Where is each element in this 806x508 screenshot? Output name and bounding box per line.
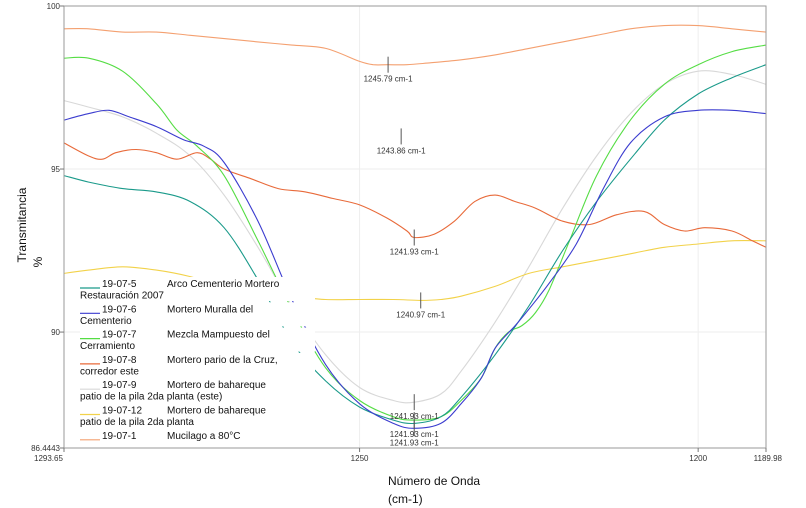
- legend-name-19-07-5: 19-07-5: [102, 279, 137, 290]
- legend-bg: [80, 428, 315, 441]
- peak-label: 1245.79 cm-1: [364, 75, 413, 84]
- y-axis-title: Transmitancia: [15, 187, 29, 262]
- legend-desc-19-07-7: Mezcla Mampuesto del: [167, 330, 270, 341]
- legend-desc-19-07-6: Mortero Muralla del: [167, 304, 253, 315]
- legend-desc2-19-07-8: corredor este: [80, 366, 139, 377]
- peak-label: 1240.97 cm-1: [396, 310, 445, 319]
- y-tick-label: 86.4443: [31, 444, 60, 453]
- axis-ticks: 1293.65 1250 1200 1189.98 100 95 90 86.4443: [31, 2, 782, 463]
- legend-name-19-07-6: 19-07-6: [102, 304, 137, 315]
- peak-label: 1243.86 cm-1: [377, 146, 426, 155]
- x-tick-label: 1189.98: [754, 454, 783, 463]
- legend-name-19-07-1: 19-07-1: [102, 431, 137, 442]
- peak-annotations: 1245.79 cm-1 1243.86 cm-1 1241.93 cm-1 1240…: [364, 56, 446, 447]
- legend: 19-07-5 Arco Cementerio MorteroRestauraci…: [80, 277, 315, 442]
- legend-desc-19-07-5: Arco Cementerio Mortero: [167, 279, 280, 290]
- y-axis-unit: %: [31, 256, 45, 267]
- legend-desc-19-07-1: Mucilago a 80°C: [167, 431, 240, 442]
- x-axis-label: Número de Onda (cm-1): [376, 464, 510, 508]
- y-tick-label: 100: [47, 2, 61, 11]
- legend-name-19-07-9: 19-07-9: [102, 380, 137, 391]
- plot-border: [63, 5, 767, 449]
- legend-desc2-19-07-9: patio de la pila 2da planta (este): [80, 392, 222, 403]
- legend-name-19-07-12: 19-07-12: [102, 406, 142, 417]
- y-axis-label: Transmitancia %: [15, 187, 45, 267]
- series-line-19-07-8: [63, 142, 767, 248]
- x-tick-label: 1250: [351, 454, 369, 463]
- x-axis-unit: (cm-1): [388, 492, 423, 506]
- peak-label: 1241.93 cm-1: [390, 438, 439, 447]
- legend-desc2-19-07-12: patio de la pila 2da planta: [80, 417, 194, 428]
- legend-bg: [80, 327, 315, 352]
- series-line-19-07-7: [63, 44, 767, 421]
- y-tick-label: 95: [51, 165, 60, 174]
- x-axis-title: Número de Onda: [388, 474, 481, 488]
- legend-bg: [80, 352, 315, 377]
- legend-name-19-07-7: 19-07-7: [102, 330, 137, 341]
- series-line-19-07-1: [63, 24, 767, 66]
- legend-bg: [80, 378, 315, 403]
- x-tick-label: 1200: [689, 454, 707, 463]
- legend-desc-19-07-8: Mortero pario de la Cruz,: [167, 355, 278, 366]
- legend-desc2-19-07-5: Restauración 2007: [80, 291, 164, 302]
- legend-desc-19-07-12: Mortero de bahareque: [167, 406, 266, 417]
- legend-name-19-07-8: 19-07-8: [102, 355, 137, 366]
- legend-desc2-19-07-6: Cementerio: [80, 316, 132, 327]
- x-tick-label: 1293.65: [34, 454, 63, 463]
- legend-bg: [80, 302, 315, 327]
- plot-frame: [63, 5, 767, 449]
- legend-desc2-19-07-7: Cerramiento: [80, 341, 135, 352]
- series-line-19-07-6: [63, 109, 767, 429]
- legend-desc-19-07-9: Mortero de bahareque: [167, 380, 266, 391]
- legend-bg: [80, 277, 315, 301]
- legend-bg: [80, 403, 315, 428]
- y-tick-label: 90: [51, 328, 60, 337]
- peak-label: 1241.93 cm-1: [390, 248, 439, 257]
